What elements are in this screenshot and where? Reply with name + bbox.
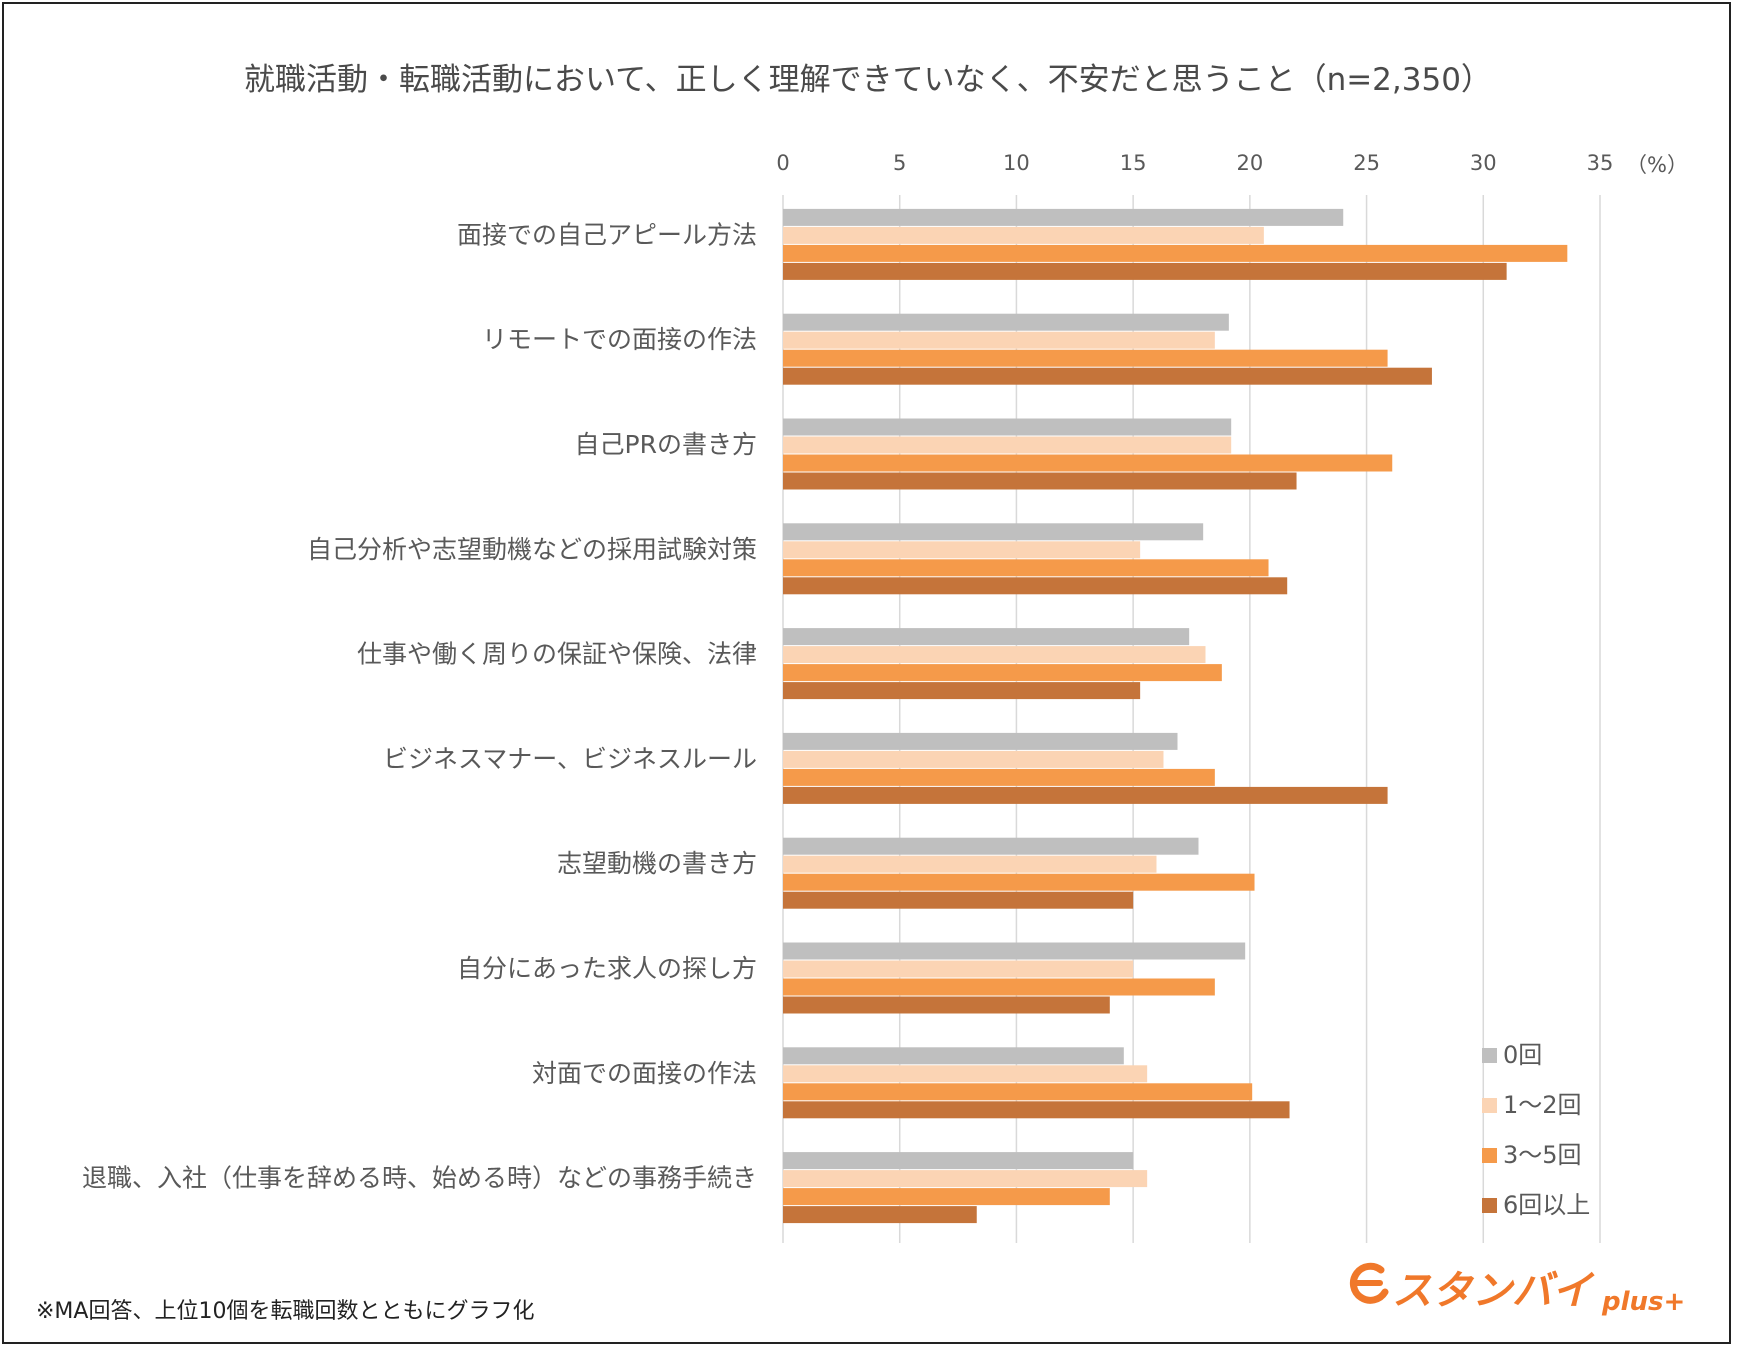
category-label: 自己PRの書き方 bbox=[575, 430, 757, 459]
category-label: 対面での面接の作法 bbox=[532, 1059, 757, 1088]
bar bbox=[783, 855, 1157, 873]
bar bbox=[783, 418, 1232, 436]
legend-label: 3〜5回 bbox=[1503, 1141, 1582, 1169]
category-label: 退職、入社（仕事を辞める時、始める時）などの事務手続き bbox=[82, 1164, 757, 1193]
bar bbox=[783, 837, 1199, 855]
bar bbox=[783, 1206, 977, 1224]
bar bbox=[783, 750, 1164, 768]
legend-swatch bbox=[1482, 1148, 1497, 1163]
legend: 0回 1〜2回 3〜5回 6回以上 bbox=[1482, 1041, 1590, 1219]
legend-swatch bbox=[1482, 1198, 1497, 1213]
bars bbox=[783, 208, 1568, 1224]
bar bbox=[783, 349, 1388, 367]
bar bbox=[783, 331, 1215, 349]
bar bbox=[783, 1065, 1148, 1083]
x-tick-label: 30 bbox=[1470, 151, 1497, 175]
bar bbox=[783, 577, 1288, 595]
bar bbox=[783, 786, 1388, 804]
legend-swatch bbox=[1482, 1098, 1497, 1113]
x-tick-label: 20 bbox=[1236, 151, 1263, 175]
x-tick-label: 25 bbox=[1353, 151, 1380, 175]
bar bbox=[783, 1083, 1253, 1101]
x-tick-label: 10 bbox=[1003, 151, 1030, 175]
legend-label: 1〜2回 bbox=[1503, 1091, 1582, 1119]
bar bbox=[783, 891, 1134, 909]
bar bbox=[783, 1152, 1134, 1170]
bar bbox=[783, 208, 1344, 226]
bar bbox=[783, 996, 1110, 1014]
category-label: 自己分析や志望動機などの採用試験対策 bbox=[307, 535, 757, 564]
category-label: 自分にあった求人の探し方 bbox=[457, 954, 757, 983]
bar bbox=[783, 367, 1432, 385]
x-tick-label: 35 bbox=[1587, 151, 1614, 175]
bar bbox=[783, 646, 1206, 664]
x-tick-label: 5 bbox=[893, 151, 906, 175]
footnote: ※MA回答、上位10個を転職回数とともにグラフ化 bbox=[36, 1299, 534, 1324]
x-tick-label: 15 bbox=[1120, 151, 1147, 175]
logo-mark-icon bbox=[1349, 1262, 1389, 1304]
bar bbox=[783, 942, 1246, 960]
category-label: 面接での自己アピール方法 bbox=[457, 220, 757, 249]
bar bbox=[783, 559, 1269, 577]
category-label: 仕事や働く周りの保証や保険、法律 bbox=[357, 640, 757, 669]
bar bbox=[783, 682, 1141, 700]
logo-text: スタンバイ bbox=[1392, 1268, 1595, 1314]
bar bbox=[783, 873, 1255, 891]
x-tick-label: 0 bbox=[776, 151, 789, 175]
logo-suffix: plus+ bbox=[1601, 1287, 1685, 1317]
bar bbox=[783, 523, 1204, 541]
bar bbox=[783, 628, 1190, 646]
bar bbox=[783, 1101, 1290, 1119]
x-axis-ticks: 0 5 10 15 20 25 30 35 bbox=[776, 151, 1613, 175]
category-label: ビジネスマナー、ビジネスルール bbox=[383, 744, 757, 773]
bar bbox=[783, 1047, 1124, 1065]
category-label: リモートでの面接の作法 bbox=[482, 325, 757, 354]
bar bbox=[783, 262, 1507, 280]
bar bbox=[783, 454, 1393, 472]
bar bbox=[783, 313, 1229, 331]
bar bbox=[783, 1170, 1148, 1188]
bar bbox=[783, 960, 1134, 978]
bar bbox=[783, 541, 1141, 559]
legend-label: 0回 bbox=[1503, 1041, 1542, 1069]
bar bbox=[783, 768, 1215, 786]
bar bbox=[783, 978, 1215, 996]
bar bbox=[783, 664, 1222, 682]
legend-swatch bbox=[1482, 1048, 1497, 1063]
bar bbox=[783, 226, 1264, 244]
bar bbox=[783, 732, 1178, 750]
unit-label: （%） bbox=[1626, 153, 1688, 177]
chart-title: 就職活動・転職活動において、正しく理解できていなく、不安だと思うこと（n=2,3… bbox=[244, 62, 1492, 98]
bar bbox=[783, 472, 1297, 490]
category-labels: 面接での自己アピール方法リモートでの面接の作法自己PRの書き方自己分析や志望動機… bbox=[82, 220, 757, 1192]
stanby-logo: スタンバイ plus+ bbox=[1349, 1262, 1685, 1317]
category-label: 志望動機の書き方 bbox=[557, 849, 757, 878]
bar bbox=[783, 1188, 1110, 1206]
legend-label: 6回以上 bbox=[1503, 1191, 1590, 1219]
bar bbox=[783, 244, 1568, 262]
bar bbox=[783, 436, 1232, 454]
